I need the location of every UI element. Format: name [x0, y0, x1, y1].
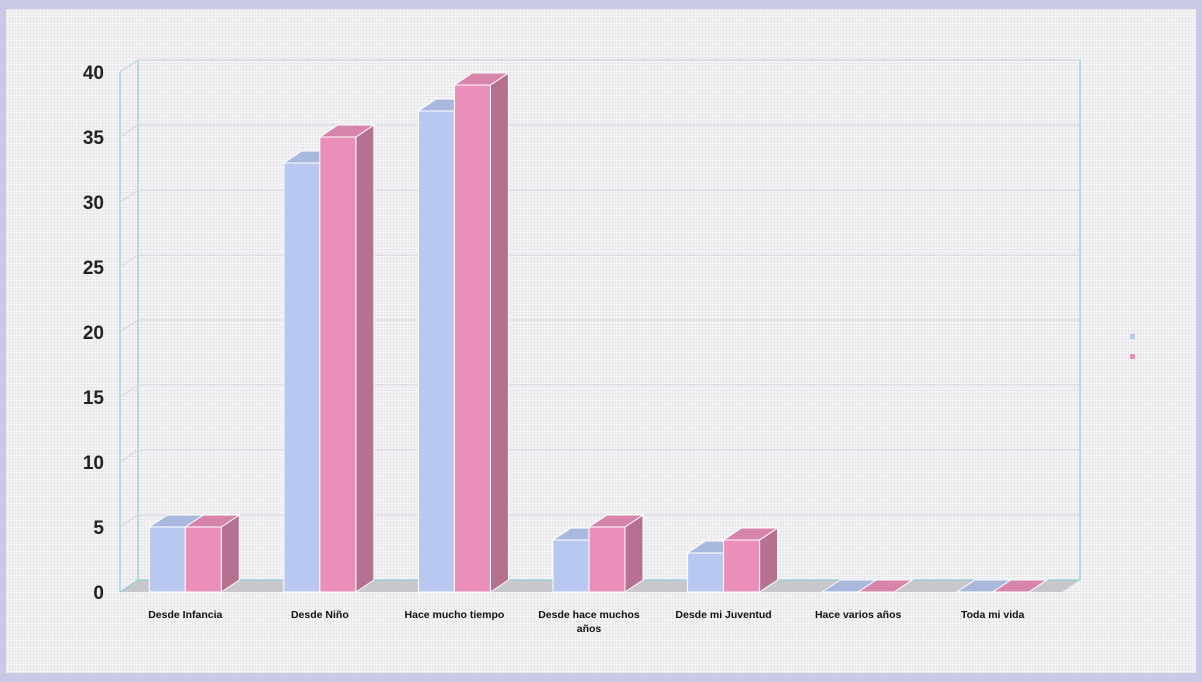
legend-swatch: [1130, 334, 1135, 339]
x-tick-label: Hace varios años: [815, 609, 902, 621]
bar: [587, 514, 645, 593]
bar: [721, 527, 780, 593]
bar-side: [355, 124, 375, 593]
bar-side: [624, 514, 644, 593]
bar-top: [991, 579, 1049, 593]
x-tick-label: años: [577, 623, 602, 635]
gridline: [119, 514, 139, 528]
bar: [856, 579, 914, 593]
bar-top: [452, 72, 511, 86]
bar-front: [588, 526, 626, 593]
gridline: [119, 124, 139, 138]
bar-front: [687, 552, 725, 593]
y-tick-label: 25: [83, 258, 105, 279]
bar: [452, 72, 511, 593]
y-tick-label: 10: [83, 453, 104, 474]
bar-side: [220, 514, 240, 593]
bar: [318, 124, 376, 593]
bar-side: [489, 72, 509, 593]
legend-swatch: [1130, 354, 1135, 359]
bar: [991, 579, 1049, 593]
x-axis: Desde Infancia Desde Niño Hace mucho tiemp…: [148, 609, 1024, 635]
bar-front: [453, 84, 491, 593]
bar-top: [587, 514, 645, 528]
y-tick-label: 15: [83, 388, 105, 409]
x-tick-label: Desde hace muchos: [538, 609, 640, 621]
bars: [147, 72, 1049, 593]
bar-front: [148, 526, 186, 593]
bar-front: [283, 162, 321, 593]
bar-top: [183, 514, 241, 528]
chart-wall-edge: [119, 579, 139, 593]
gridline: [119, 449, 139, 463]
bar-top: [721, 527, 780, 541]
bar-front: [723, 539, 761, 593]
bar-top: [856, 579, 914, 593]
x-tick-label: Toda mi vida: [961, 609, 1025, 621]
y-tick-label: 30: [83, 193, 104, 214]
y-tick-label: 20: [83, 323, 104, 344]
y-tick-label: 0: [93, 583, 104, 604]
bar-front: [552, 539, 590, 593]
x-tick-label: Desde Infancia: [148, 609, 222, 621]
gridline: [119, 189, 139, 203]
bar-front: [319, 136, 357, 593]
gridline: [119, 319, 139, 333]
legend: [1130, 334, 1135, 359]
y-tick-label: 35: [83, 128, 105, 149]
y-tick-label: 40: [83, 63, 104, 84]
x-tick-label: Hace mucho tiempo: [405, 609, 505, 621]
bar-front: [417, 110, 455, 593]
y-tick-label: 5: [93, 518, 104, 539]
gridline: [119, 384, 139, 398]
x-tick-label: Desde mi Juventud: [675, 609, 771, 621]
plot-area: [119, 59, 1081, 593]
bar-front: [184, 526, 222, 593]
gridline: [119, 59, 139, 73]
gridline: [119, 254, 139, 268]
bar: [183, 514, 241, 593]
y-axis: 0 5 10 15 20 25 30 35 40: [83, 63, 105, 604]
bar-top: [318, 124, 376, 138]
x-tick-label: Desde Niño: [291, 609, 349, 621]
